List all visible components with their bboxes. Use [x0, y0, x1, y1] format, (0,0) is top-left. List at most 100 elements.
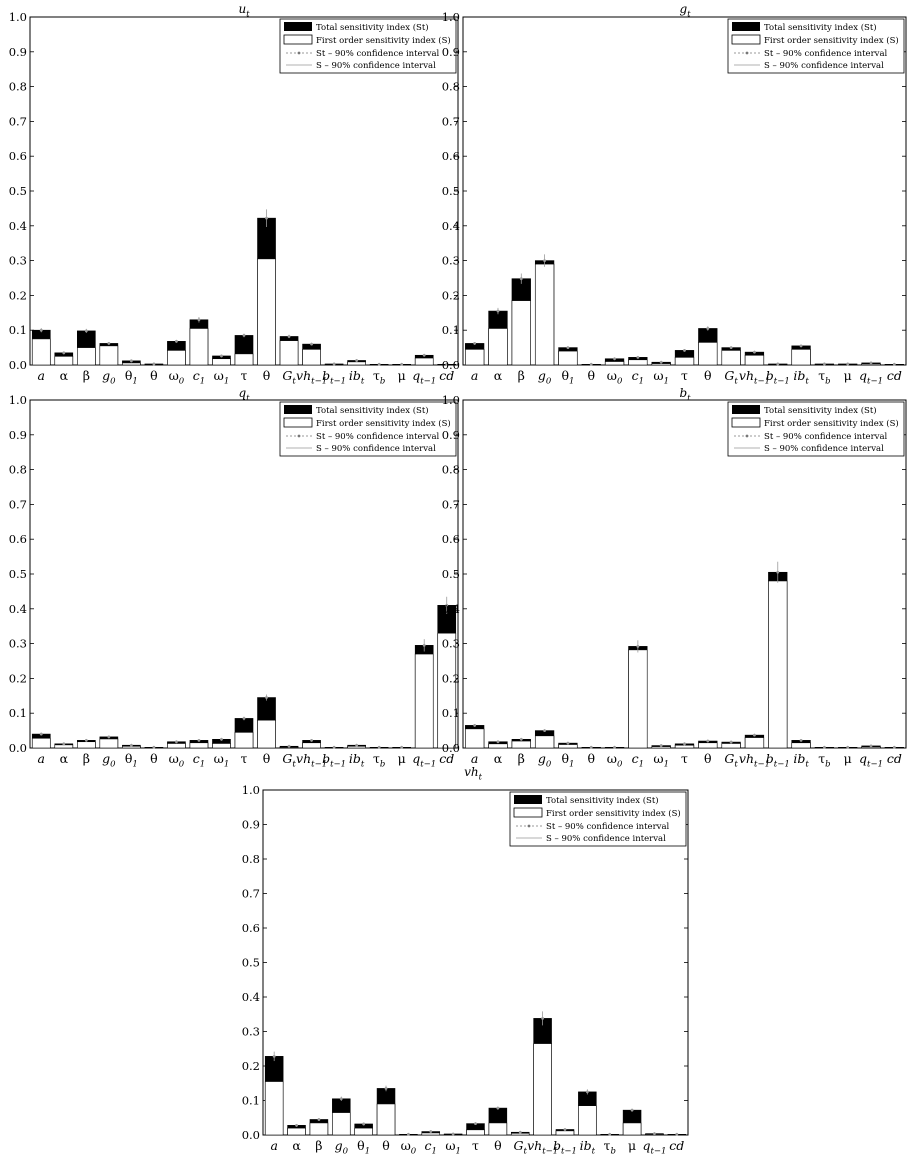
ci-st-marker	[333, 746, 336, 749]
x-tick-label: α	[60, 751, 69, 766]
bar-first-order	[465, 729, 484, 748]
ci-st-marker	[660, 744, 663, 747]
ci-st-marker	[474, 1122, 477, 1125]
ci-st-marker	[613, 357, 616, 360]
y-tick-label: 0.2	[242, 1059, 260, 1073]
legend-total-swatch	[732, 22, 760, 31]
y-tick-label: 0.0	[9, 358, 27, 372]
x-tick-label: ibt	[349, 751, 365, 770]
bar-first-order	[465, 349, 484, 365]
bar-first-order	[629, 650, 648, 748]
ci-st-marker	[333, 363, 336, 366]
y-tick-label: 0.8	[242, 852, 260, 866]
bar-first-order	[100, 739, 118, 748]
x-tick-label: ω1	[653, 751, 669, 770]
ci-st-marker	[706, 740, 709, 743]
legend-s-ci-label: S – 90% confidence interval	[764, 61, 884, 71]
legend-st-ci-marker	[298, 435, 301, 438]
y-tick-label: 0.8	[442, 80, 460, 94]
legend-s-ci-label: S – 90% confidence interval	[546, 834, 666, 844]
bar-first-order	[122, 363, 140, 365]
x-tick-label: θ	[587, 751, 595, 766]
y-tick-label: 0.5	[242, 956, 260, 970]
x-tick-label: β	[83, 368, 90, 383]
bar-first-order	[489, 1123, 507, 1135]
ci-st-marker	[318, 1118, 321, 1121]
ci-st-marker	[636, 645, 639, 648]
ci-st-marker	[40, 733, 43, 736]
bar-first-order	[190, 328, 208, 365]
y-tick-label: 0.6	[9, 149, 27, 163]
x-tick-label: β	[518, 751, 525, 766]
bar-first-order	[698, 743, 717, 748]
legend-first-label: First order sensitivity index (S)	[764, 418, 899, 429]
y-tick-label: 0.9	[442, 45, 460, 59]
bar-first-order	[212, 359, 230, 365]
ci-st-marker	[220, 738, 223, 741]
ci-st-marker	[288, 335, 291, 338]
y-tick-label: 0.5	[9, 184, 27, 198]
ci-st-marker	[265, 696, 268, 699]
bar-first-order	[235, 732, 253, 748]
ci-st-marker	[846, 746, 849, 749]
bar-first-order	[652, 364, 671, 365]
x-tick-label: θ	[263, 751, 271, 766]
ci-st-marker	[423, 354, 426, 357]
x-tick-label: θ	[587, 368, 595, 383]
x-tick-label: bt−1	[553, 1138, 577, 1154]
x-tick-label: α	[292, 1138, 301, 1153]
ci-st-marker	[295, 1124, 298, 1127]
ci-st-marker	[590, 363, 593, 366]
x-tick-label: qt−1	[412, 751, 436, 770]
x-tick-label: θ1	[125, 368, 138, 387]
y-tick-label: 0.2	[442, 671, 460, 685]
x-tick-label: qt−1	[412, 368, 436, 387]
ci-st-marker	[631, 1109, 634, 1112]
bar-first-order	[467, 1130, 485, 1135]
x-tick-label: g0	[538, 368, 552, 387]
y-tick-label: 0.3	[242, 1025, 260, 1039]
y-tick-label: 0.3	[9, 637, 27, 651]
x-tick-label: θ	[150, 368, 158, 383]
ci-st-marker	[519, 1131, 522, 1134]
x-tick-label: β	[518, 368, 525, 383]
y-tick-label: 0.0	[442, 358, 460, 372]
x-tick-label: μ	[844, 368, 852, 383]
bar-first-order	[629, 360, 648, 365]
x-tick-label: cd	[887, 368, 902, 383]
x-tick-label: τb	[818, 368, 830, 387]
bar-first-order	[55, 745, 73, 748]
legend-st-ci-label: St – 90% confidence interval	[316, 49, 440, 59]
x-tick-label: ω0	[401, 1138, 417, 1154]
x-tick-label: g0	[102, 368, 116, 387]
x-tick-label: a	[471, 751, 478, 766]
panel-title: ut	[238, 2, 250, 18]
y-tick-label: 1.0	[442, 10, 460, 24]
x-tick-label: Gt	[282, 751, 296, 770]
ci-st-marker	[407, 1133, 410, 1136]
x-tick-label: μ	[398, 751, 406, 766]
legend-total-swatch	[514, 795, 542, 804]
ci-st-marker	[520, 738, 523, 741]
y-tick-label: 0.8	[9, 463, 27, 477]
ci-st-marker	[220, 355, 223, 358]
ci-st-marker	[243, 334, 246, 337]
legend-s-ci-label: S – 90% confidence interval	[316, 444, 436, 454]
ci-st-marker	[496, 1107, 499, 1110]
x-tick-label: qt−1	[859, 751, 883, 770]
x-tick-label: τb	[373, 368, 385, 387]
y-tick-label: 0.5	[9, 567, 27, 581]
y-tick-label: 1.0	[9, 393, 27, 407]
ci-st-marker	[893, 363, 896, 366]
bar-first-order	[280, 341, 298, 365]
ci-st-marker	[706, 327, 709, 330]
bar-first-order	[623, 1123, 641, 1135]
bar-first-order	[745, 355, 764, 365]
bar-first-order	[303, 349, 321, 365]
x-tick-label: ω1	[445, 1138, 461, 1154]
x-tick-label: θ	[382, 1138, 390, 1153]
ci-st-marker	[586, 1090, 589, 1093]
x-tick-label: τb	[818, 751, 830, 770]
